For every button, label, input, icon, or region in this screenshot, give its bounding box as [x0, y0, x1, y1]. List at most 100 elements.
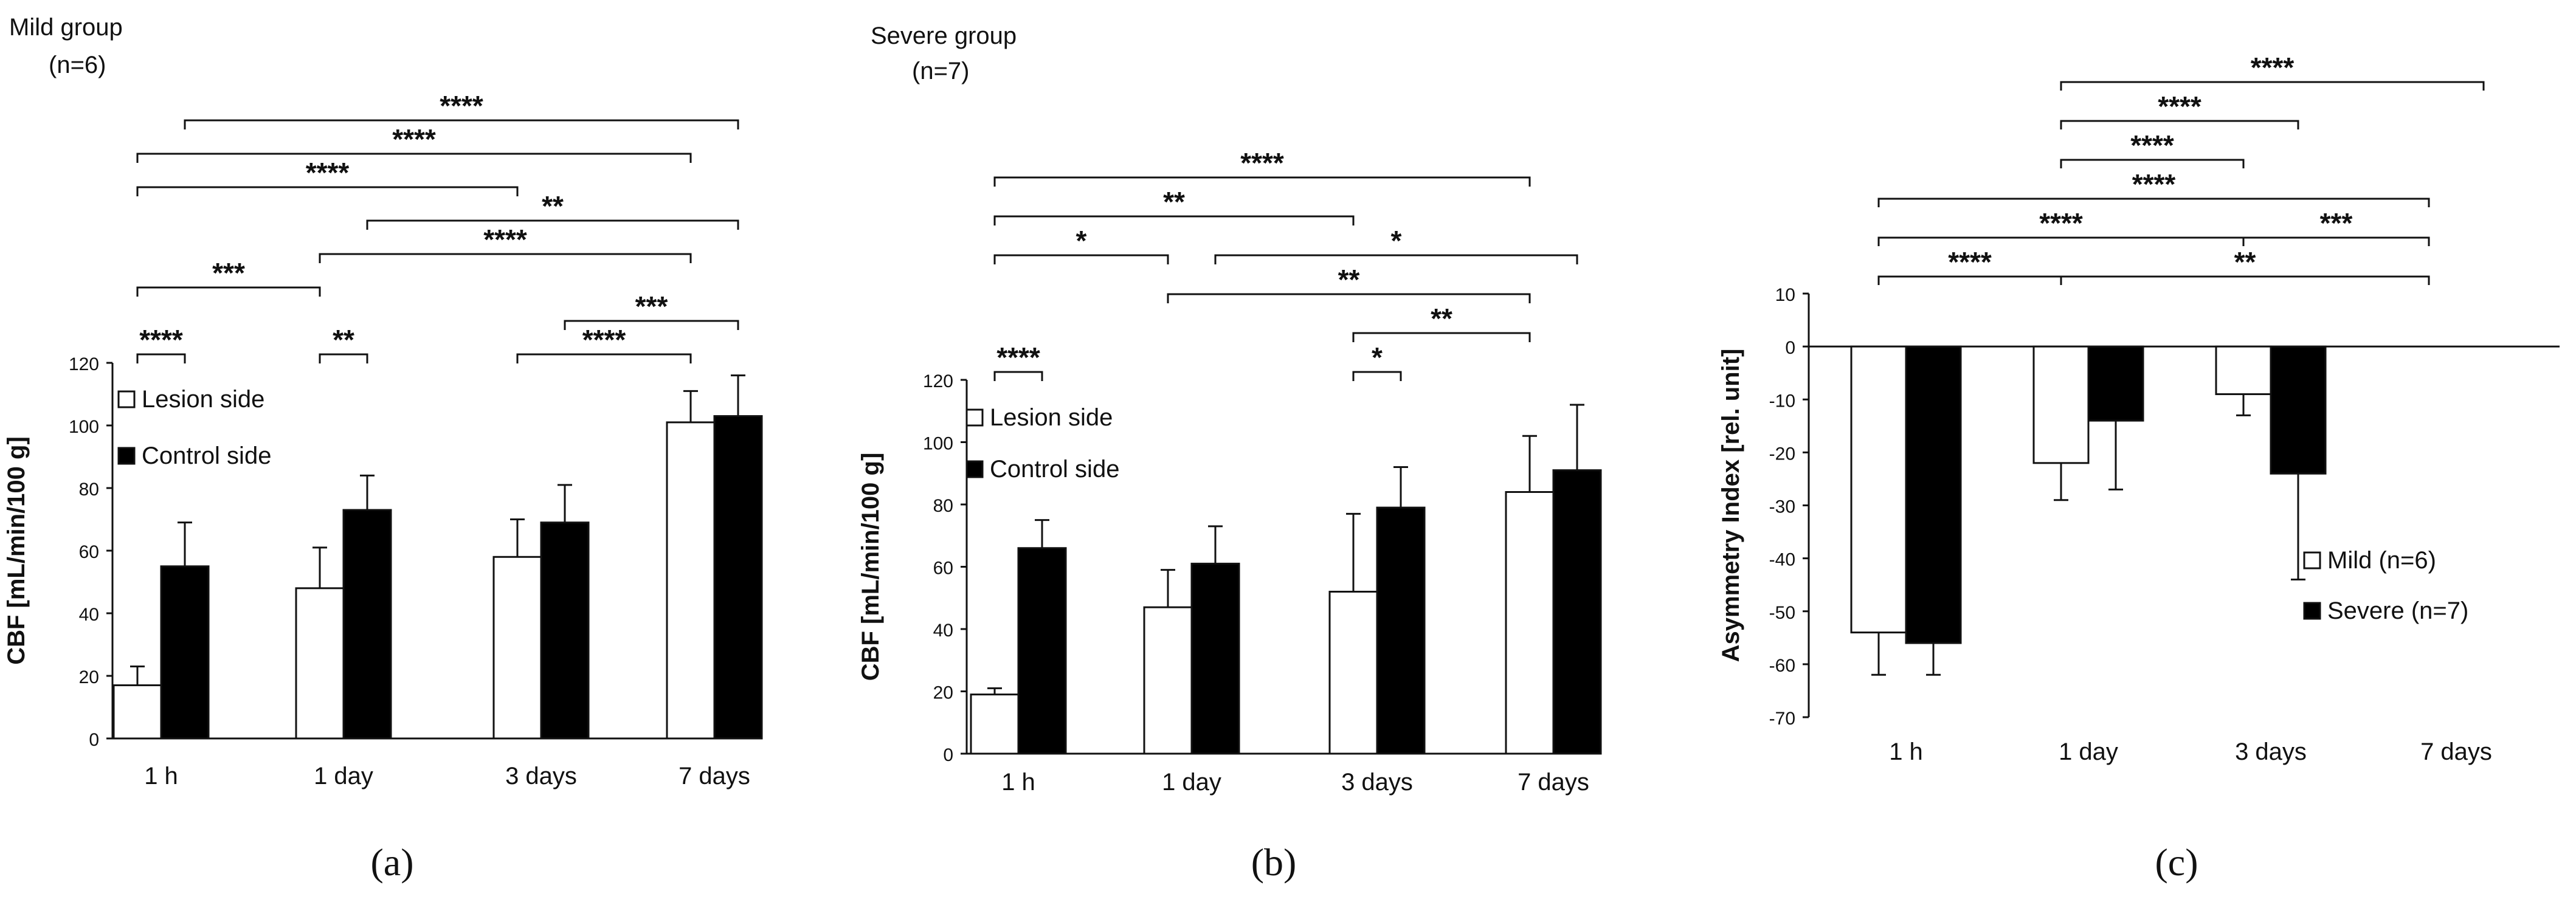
panel-b-significance-bracket — [993, 176, 1531, 187]
panel-c-significance-bracket — [2242, 236, 2430, 246]
panel-b-x-tick-label: 3 days — [1341, 769, 1413, 796]
panel-b-y-tick-label: 120 — [923, 371, 953, 391]
panel-a-legend-label: Control side — [142, 442, 271, 469]
panel-c-significance-stars: **** — [2251, 52, 2295, 83]
panel-c-significance-bracket — [2060, 275, 2430, 285]
panel-c-significance-stars: **** — [2158, 91, 2201, 122]
panel-c-x-tick-label: 3 days — [2235, 738, 2307, 765]
panel-a-x-tick-label: 1 h — [144, 763, 178, 790]
panel-b-significance-bracket — [993, 371, 1043, 381]
panel-b-significance-stars: * — [1372, 342, 1383, 373]
panel-b-caption: (b) — [1251, 841, 1297, 884]
panel-b-significance-bracket — [1167, 293, 1531, 303]
panel-a-significance-bracket — [136, 353, 186, 363]
panel-c-legend-swatch — [2303, 602, 2321, 620]
panel-b-x-tick-label: 1 h — [1001, 769, 1035, 796]
panel-a-y-tick-label: 60 — [79, 542, 99, 562]
panel-c-x-tick-label: 1 day — [2059, 738, 2118, 765]
panel-a-significance-stars: **** — [483, 224, 527, 255]
panel-a-bar-series1 — [666, 421, 716, 740]
panel-a-significance-stars: **** — [392, 123, 436, 155]
panel-c-significance-bracket — [1877, 198, 2430, 207]
panel-a-group-n: (n=6) — [49, 52, 106, 78]
panel-b-significance-bracket — [1214, 254, 1578, 264]
panel-b-significance-stars: ** — [1431, 303, 1452, 334]
panel-a-y-tick-label: 80 — [79, 480, 99, 500]
panel-c-y-tick-label: -60 — [1769, 656, 1795, 676]
panel-c-significance-bracket — [2060, 120, 2299, 129]
panel-b-bar-series2 — [1376, 506, 1426, 755]
panel-a-significance-bracket — [516, 353, 692, 363]
panel-b-y-tick-label: 0 — [943, 745, 953, 765]
panel-a-legend-swatch — [117, 390, 136, 408]
panel-c-y-tick-label: -30 — [1769, 497, 1795, 517]
panel-c-significance-bracket — [2060, 81, 2485, 91]
panel-a-significance-bracket — [184, 119, 739, 129]
panel-a-significance-stars: **** — [306, 157, 350, 188]
panel-c-y-axis-label: Asymmetry Index [rel. unit] — [1718, 349, 1744, 662]
panel-b-legend-swatch — [965, 460, 984, 478]
panel-b-legend-swatch — [965, 408, 984, 427]
panel-a-group-title: Mild group — [9, 14, 123, 41]
panel-a-legend-label: Lesion side — [142, 386, 264, 413]
panel-b-bar-series1 — [1505, 491, 1555, 755]
panel-c-significance-stars: ** — [2234, 246, 2256, 278]
panel-a-x-tick-label: 7 days — [679, 763, 750, 790]
panel-a-y-axis-label: CBF [mL/min/100 g] — [3, 436, 30, 665]
panel-a-significance-bracket — [319, 353, 368, 363]
panel-a-bar-series1 — [295, 587, 345, 740]
panel-c-y-tick-label: -70 — [1769, 709, 1795, 729]
panel-c-significance-bracket — [1877, 236, 2245, 246]
panel-b-y-tick-label: 20 — [933, 683, 953, 703]
panel-c-caption: (c) — [2155, 841, 2198, 884]
panel-b-bar-series2 — [1190, 562, 1240, 755]
panel-b-bar-series1 — [1143, 606, 1193, 755]
panel-b-significance-bracket — [993, 254, 1169, 264]
panel-c-x-tick-label: 7 days — [2420, 738, 2492, 765]
panel-a-bar-series1 — [112, 684, 162, 740]
panel-a-significance-stars: **** — [440, 90, 483, 122]
panel-a-x-tick-label: 3 days — [505, 763, 577, 790]
panel-c-significance-bracket — [1877, 275, 2062, 285]
panel-a-significance-stars: *** — [635, 291, 668, 322]
panel-c-bar-series1 — [2215, 345, 2272, 396]
panel-a-significance-bracket — [136, 286, 321, 297]
panel-b-y-tick-label: 100 — [923, 434, 953, 454]
panel-b-significance-stars: ** — [1163, 186, 1185, 218]
panel-b-y-tick-label: 80 — [933, 496, 953, 516]
panel-b-group-title: Severe group — [871, 22, 1017, 49]
panel-a-bar-series2 — [713, 415, 763, 740]
panel-a-significance-stars: **** — [582, 324, 626, 356]
panel-b-significance-bracket — [1352, 332, 1531, 342]
panel-a-significance-bracket — [366, 219, 739, 230]
panel-b-significance-stars: * — [1391, 225, 1402, 256]
panel-b-significance-stars: **** — [996, 342, 1040, 373]
panel-b-significance-bracket — [993, 215, 1355, 225]
panel-c-significance-stars: **** — [2132, 168, 2176, 200]
panel-a-bar-series2 — [342, 509, 392, 740]
panel-c-y-tick-label: -40 — [1769, 550, 1795, 570]
panel-b-legend-label: Control side — [990, 456, 1119, 483]
panel-c-y-tick-label: -20 — [1769, 444, 1795, 464]
panel-c-bar-series2 — [2270, 345, 2327, 475]
panel-a-y-tick-label: 0 — [89, 730, 99, 750]
panel-c-y-tick-label: 0 — [1785, 338, 1795, 358]
panel-a-y-tick-label: 100 — [69, 417, 99, 437]
panel-c-bar-series1 — [2032, 345, 2090, 464]
panel-b-y-axis-label: CBF [mL/min/100 g] — [857, 453, 884, 681]
panel-b-bar-series1 — [1328, 591, 1378, 755]
panel-c-y-tick-label: 10 — [1775, 285, 1795, 305]
panel-b-significance-stars: * — [1076, 225, 1087, 256]
panel-a-y-tick-label: 120 — [69, 354, 99, 374]
panel-a-legend-swatch — [117, 447, 136, 465]
panel-c-significance-stars: **** — [2130, 129, 2174, 161]
panel-b-significance-stars: **** — [1240, 147, 1284, 179]
panel-b-significance-stars: ** — [1338, 264, 1360, 295]
panel-a-bar-series2 — [540, 521, 590, 740]
panel-b-legend-label: Lesion side — [990, 404, 1113, 431]
panel-c-significance-stars: **** — [2039, 207, 2083, 239]
panel-a-y-tick-label: 20 — [79, 667, 99, 687]
panel-c-x-tick-label: 1 h — [1889, 738, 1923, 765]
panel-b-significance-bracket — [1352, 371, 1402, 381]
